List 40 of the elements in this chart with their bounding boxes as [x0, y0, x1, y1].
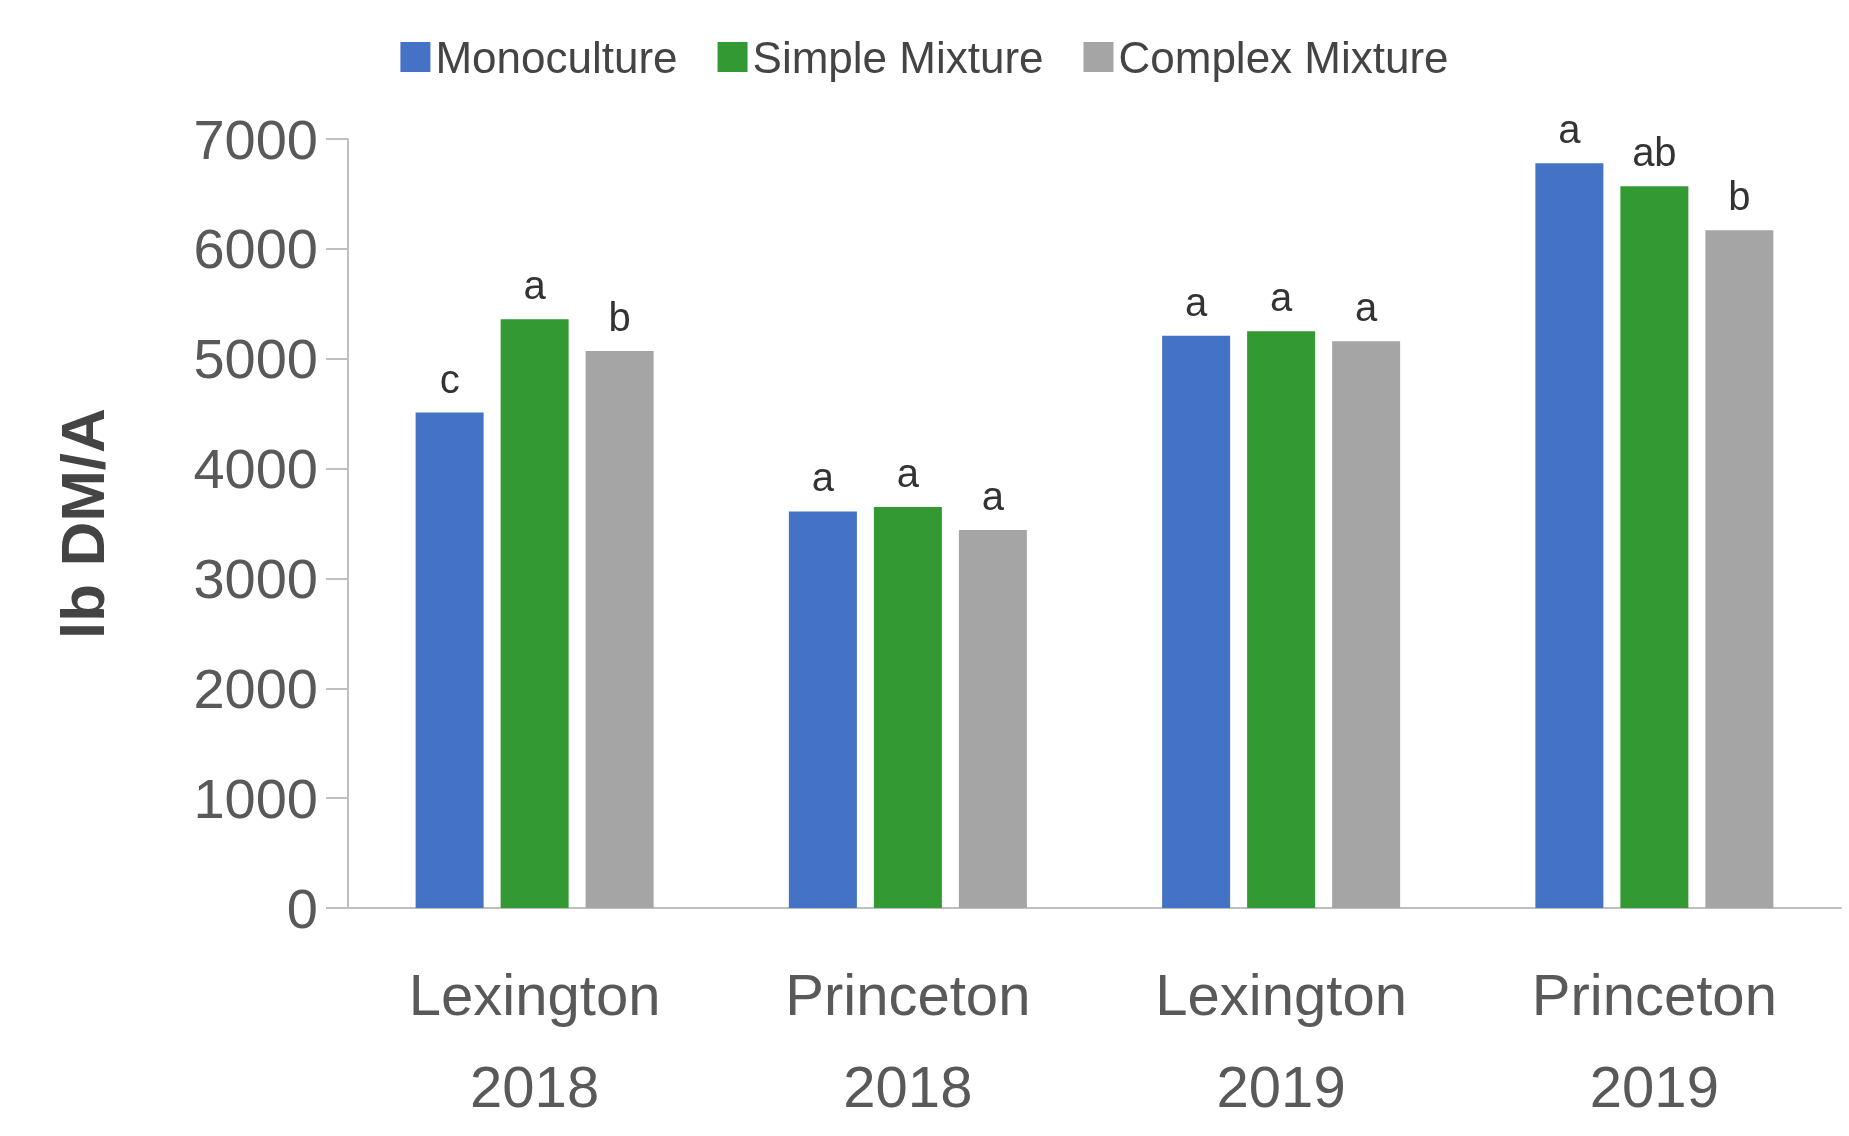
bar — [788, 511, 857, 908]
data-label: ab — [1632, 130, 1677, 175]
y-tick-label: 0 — [286, 876, 318, 940]
x-tick-label: Lexington 2019 — [1155, 961, 1407, 1119]
data-label: a — [1185, 279, 1208, 324]
y-tick-label: 6000 — [193, 217, 318, 281]
y-tick-label: 7000 — [193, 107, 318, 171]
data-label: b — [608, 295, 631, 340]
bar — [585, 351, 654, 908]
y-tick-label: 3000 — [193, 546, 318, 610]
y-tick-label: 1000 — [193, 766, 318, 830]
bar — [1247, 331, 1316, 908]
legend-label: Simple Mixture — [752, 32, 1044, 82]
data-label: a — [1355, 285, 1378, 330]
bar — [873, 507, 942, 908]
bar — [1620, 186, 1689, 908]
legend-label: Monoculture — [435, 32, 678, 82]
x-tick-label: Lexington 2018 — [408, 961, 661, 1119]
data-label: a — [896, 451, 920, 496]
y-tick-label: 5000 — [193, 327, 318, 391]
data-label: a — [1270, 275, 1293, 320]
y-tick-label: 2000 — [193, 656, 318, 720]
bar — [1705, 230, 1774, 908]
data-label: b — [1728, 174, 1751, 219]
bar — [958, 530, 1027, 908]
bar — [500, 319, 569, 908]
bar — [1535, 163, 1604, 908]
data-label: c — [439, 356, 460, 401]
bar — [1162, 335, 1231, 908]
data-label: a — [1558, 107, 1582, 152]
bar — [415, 412, 484, 908]
x-tick-label: Princeton 2019 — [1531, 961, 1777, 1119]
bar — [1332, 341, 1401, 908]
data-label: a — [811, 455, 835, 500]
x-tick-label: Princeton 2018 — [785, 961, 1031, 1119]
data-label: a — [981, 474, 1005, 519]
legend-label: Complex Mixture — [1118, 32, 1449, 82]
data-label: a — [523, 263, 547, 308]
y-axis-title: lb DM/A — [47, 408, 117, 639]
y-tick-label: 4000 — [193, 437, 318, 501]
